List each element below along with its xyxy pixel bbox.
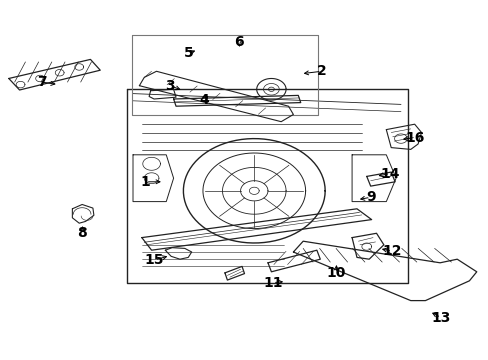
Text: 9: 9	[365, 190, 375, 204]
Text: 8: 8	[77, 226, 86, 240]
Text: 5: 5	[184, 46, 194, 60]
Text: 13: 13	[430, 311, 450, 324]
Text: 10: 10	[326, 266, 346, 280]
Text: 7: 7	[37, 75, 46, 89]
Text: 4: 4	[199, 93, 209, 107]
Text: 6: 6	[233, 36, 243, 49]
Text: 1: 1	[141, 175, 150, 189]
Text: 16: 16	[404, 131, 424, 144]
Text: 12: 12	[382, 244, 401, 258]
Text: 2: 2	[316, 64, 326, 78]
Text: 11: 11	[263, 276, 282, 289]
Text: 14: 14	[380, 167, 399, 180]
Text: 3: 3	[165, 79, 175, 93]
Text: 15: 15	[144, 253, 164, 267]
